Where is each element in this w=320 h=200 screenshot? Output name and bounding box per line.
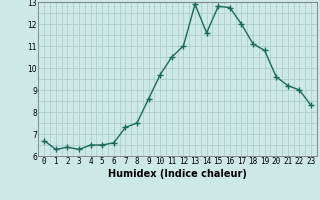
X-axis label: Humidex (Indice chaleur): Humidex (Indice chaleur) bbox=[108, 169, 247, 179]
